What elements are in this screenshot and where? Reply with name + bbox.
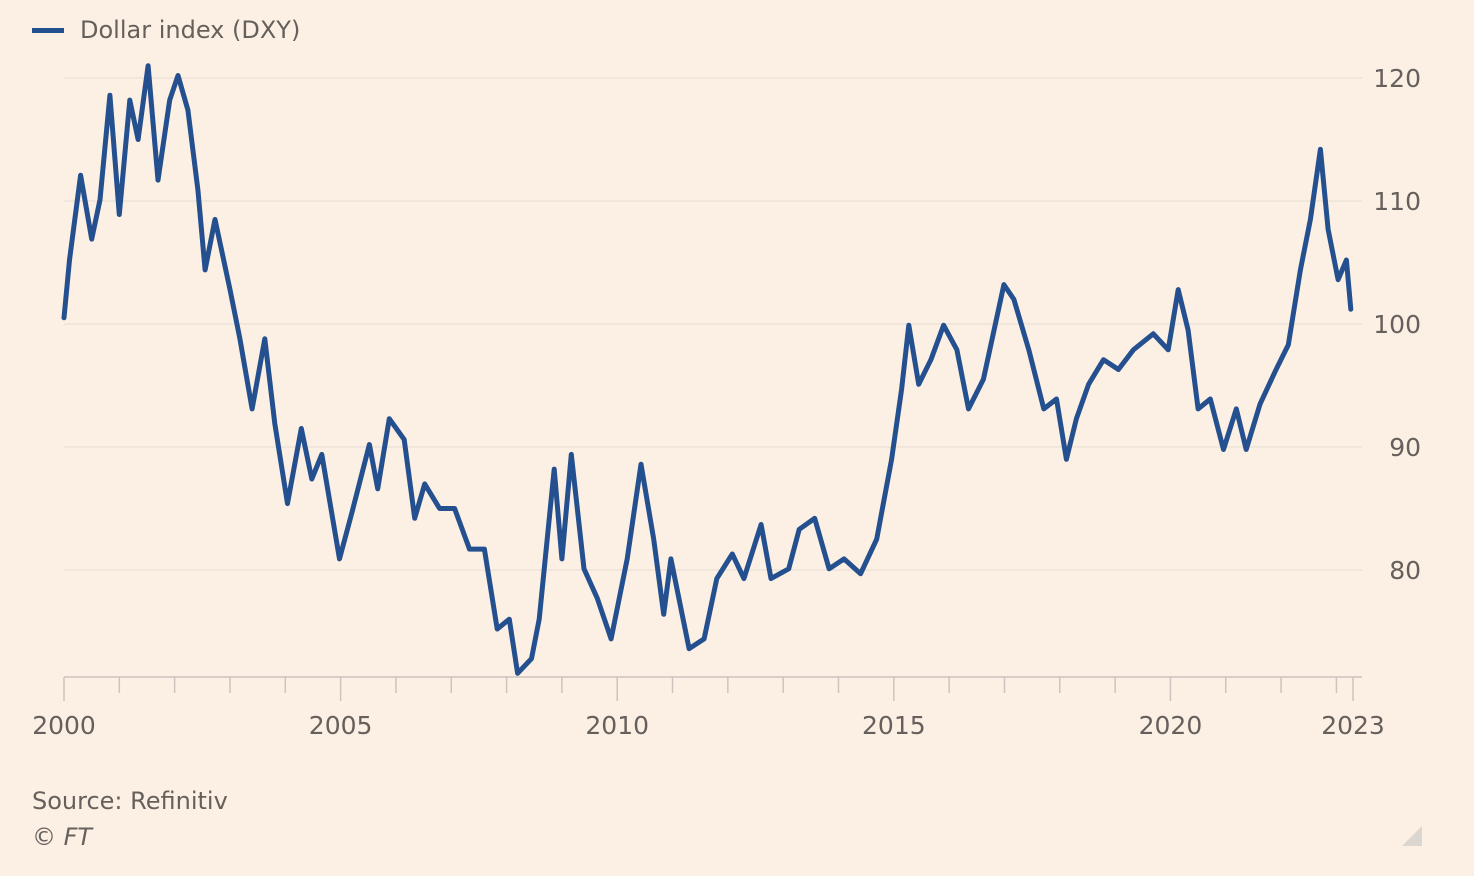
y-tick-label: 110 [1373,187,1421,216]
x-tick-label: 2015 [862,711,926,740]
resize-handle-icon[interactable] [1402,826,1422,846]
x-tick-label: 2023 [1321,711,1385,740]
legend: Dollar index (DXY) [32,16,300,44]
y-tick-label: 90 [1389,433,1421,462]
x-tick-label: 2000 [32,711,96,740]
legend-label: Dollar index (DXY) [80,16,301,44]
source-note: Source: Refinitiv [32,787,228,815]
legend-swatch [32,27,64,33]
series-line-dxy [61,63,1354,676]
y-tick-label: 80 [1389,556,1421,585]
y-tick-label: 120 [1373,64,1421,93]
copyright-note: © FT [32,823,93,851]
y-tick-label: 100 [1373,310,1421,339]
x-tick-label: 2005 [309,711,373,740]
x-tick-label: 2020 [1139,711,1203,740]
x-tick-label: 2010 [585,711,649,740]
